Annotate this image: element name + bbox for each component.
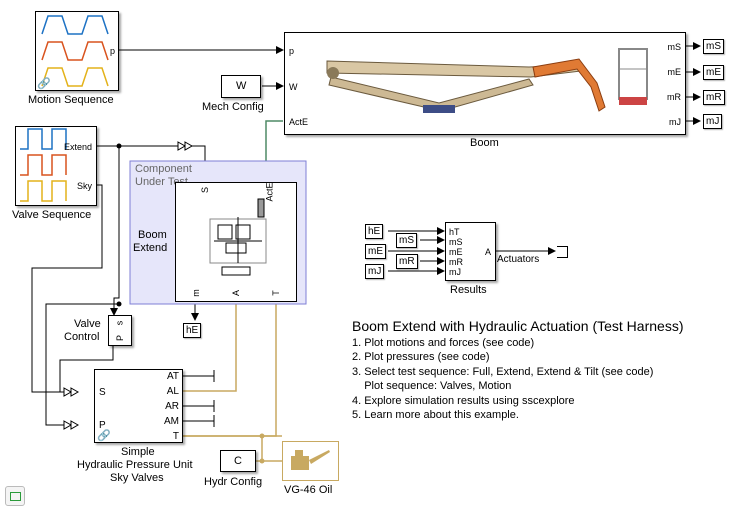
boom-block[interactable]: p W ActE mS mE mR mJ — [284, 32, 686, 135]
link-icon: 🔗 — [37, 78, 51, 90]
boom-extend-port-t: T — [270, 290, 281, 296]
from-tag-he[interactable]: hE — [365, 224, 384, 239]
oil-block[interactable] — [282, 441, 339, 481]
oil-label: VG-46 Oil — [284, 484, 333, 496]
hydr-config-block[interactable]: C — [220, 450, 256, 472]
results-label: Results — [450, 284, 487, 296]
boom-port-w: W — [289, 82, 298, 92]
valve-control-block[interactable]: s P — [108, 315, 132, 346]
boom-label: Boom — [470, 137, 499, 149]
scope-icon[interactable] — [557, 246, 568, 258]
valve-control-label-1: Valve — [74, 318, 101, 330]
from-tag-me[interactable]: mE — [365, 244, 386, 259]
component-under-test-label: Component Under Test — [135, 163, 192, 188]
results-port-me: mE — [449, 247, 463, 257]
notes-item[interactable]: Plot sequence: Valves, Motion — [352, 380, 512, 392]
actuators-signal-label: Actuators — [497, 254, 540, 265]
results-port-ht: hT — [449, 227, 460, 237]
notes-item[interactable]: 5. Learn more about this example. — [352, 409, 519, 421]
valve-control-label-2: Control — [64, 331, 100, 343]
notes-item[interactable]: 2. Plot pressures (see code) — [352, 351, 490, 363]
mech-config-block[interactable]: W — [221, 75, 261, 98]
notes-item[interactable]: 3. Select test sequence: Full, Extend, E… — [352, 365, 654, 378]
hpu-port-t: T — [172, 431, 179, 442]
goto-tag-me[interactable]: mE — [703, 65, 724, 80]
hydr-config-glyph: C — [234, 455, 242, 467]
boom-port-p: p — [289, 46, 295, 56]
results-port-mj: mJ — [449, 267, 461, 277]
signal-lines — [31, 42, 701, 427]
results-port-a: A — [484, 247, 491, 257]
goto-tag-mr[interactable]: mR — [703, 90, 725, 105]
boom-port-me: mE — [667, 67, 682, 77]
results-port-ms: mS — [449, 237, 463, 247]
boom-port-mj: mJ — [669, 117, 681, 127]
from-tag-ms[interactable]: mS — [396, 233, 417, 248]
motion-sequence-block[interactable]: p 🔗 — [35, 11, 119, 91]
results-port-mr: mR — [449, 257, 463, 267]
hpu-port-at: AT — [166, 371, 179, 382]
status-bar-icon[interactable] — [5, 486, 25, 506]
mech-config-label: Mech Config — [202, 101, 264, 113]
boom-port-mr: mR — [667, 92, 681, 102]
connector-arrows — [63, 141, 194, 430]
boom-extend-port-m: m — [190, 289, 201, 297]
boom-extend-port-s: S — [200, 186, 211, 194]
hpu-label-2: Hydraulic Pressure Unit — [77, 459, 193, 471]
boom-extend-label-1: Boom — [138, 229, 167, 241]
hydraulic-pressure-unit-block[interactable]: S P AT AL AR AM T 🔗 — [94, 369, 183, 443]
hpu-port-am: AM — [164, 416, 179, 427]
boom-port-acte: ActE — [289, 117, 309, 127]
boom-crane-icon — [326, 48, 648, 113]
valve-sequence-block[interactable]: Extend Sky — [15, 126, 97, 206]
port-sky: Sky — [76, 181, 92, 191]
notes-item[interactable]: 4. Explore simulation results using ssce… — [352, 394, 575, 407]
goto-tag-mj[interactable]: mJ — [703, 114, 723, 129]
mech-config-glyph: W — [236, 80, 247, 92]
hydraulic-schematic-icon — [209, 198, 267, 276]
waveform-icon — [41, 15, 109, 87]
hpu-port-p: P — [99, 420, 106, 431]
from-tag-mr[interactable]: mR — [396, 254, 418, 269]
boom-extend-label-2: Extend — [133, 242, 168, 254]
link-icon: 🔗 — [97, 430, 111, 442]
valve-control-port-s: s — [114, 320, 125, 326]
motion-sequence-label: Motion Sequence — [28, 94, 114, 106]
port-p: p — [109, 46, 115, 56]
hydraulic-lines — [183, 302, 282, 462]
hpu-label-1: Simple — [121, 446, 155, 458]
goto-tag-he[interactable]: hE — [183, 323, 202, 338]
oil-can-icon — [291, 450, 330, 470]
port-extend: Extend — [63, 142, 92, 152]
results-block[interactable]: hT mS mE mR mJ A — [445, 222, 496, 281]
from-tag-mj[interactable]: mJ — [365, 264, 385, 279]
annotation-notes: Boom Extend with Hydraulic Actuation (Te… — [352, 319, 683, 423]
boom-port-ms: mS — [667, 42, 682, 52]
boom-extend-block[interactable]: S ActE m A T — [175, 182, 297, 302]
valve-sequence-label: Valve Sequence — [12, 209, 92, 221]
notes-title: Boom Extend with Hydraulic Actuation (Te… — [352, 318, 684, 334]
waveform-icon — [20, 128, 67, 202]
boom-extend-port-a: A — [231, 289, 242, 297]
hpu-port-ar: AR — [165, 401, 179, 412]
notes-item[interactable]: 1. Plot motions and forces (see code) — [352, 336, 535, 349]
goto-tag-ms[interactable]: mS — [703, 39, 724, 54]
hpu-port-s: S — [99, 387, 106, 398]
valve-control-port-p: P — [115, 334, 126, 342]
hydr-config-label: Hydr Config — [204, 476, 263, 488]
hpu-port-al: AL — [166, 386, 179, 397]
hpu-label-3: Sky Valves — [110, 472, 164, 484]
